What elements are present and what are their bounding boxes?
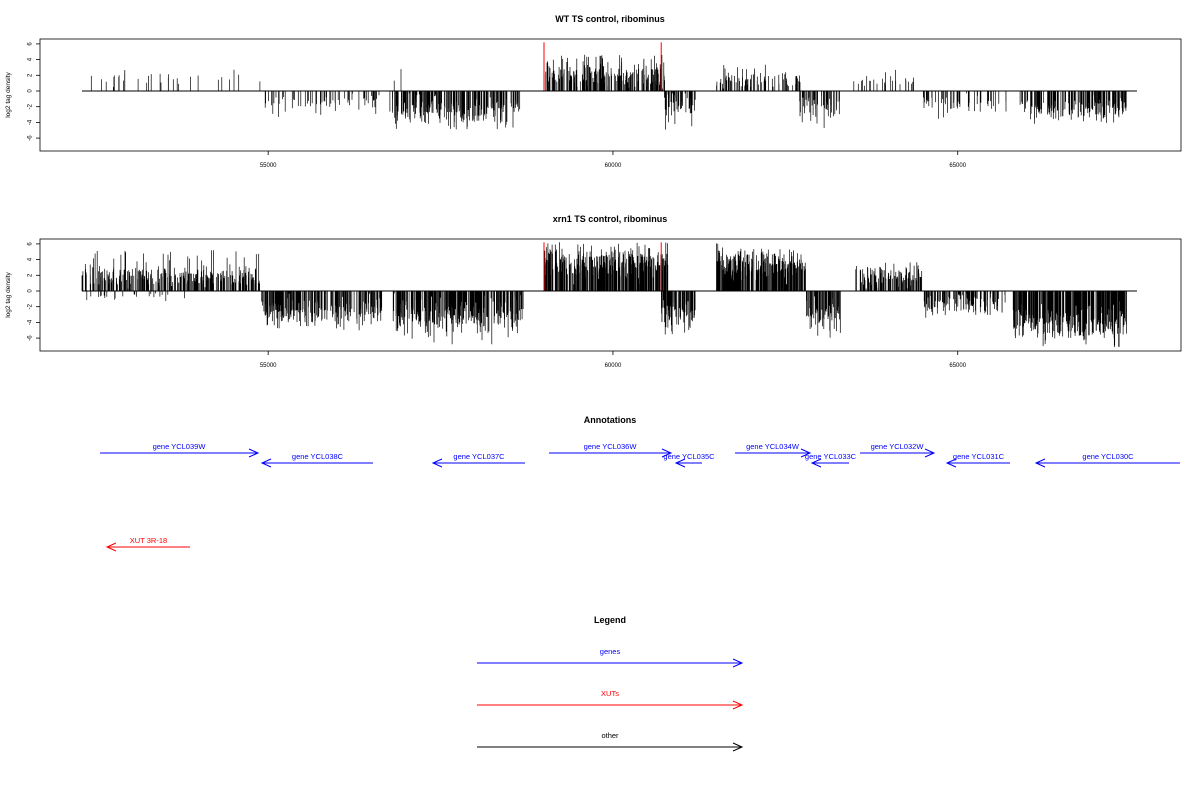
panel-xrn1-x-axis: 55000 60000 65000 bbox=[260, 351, 967, 369]
y-tick-label: 6 bbox=[28, 42, 34, 46]
annotation-arrow: gene YCL033C bbox=[805, 452, 857, 468]
legend-label: XUTs bbox=[601, 689, 619, 698]
annotation-arrow: gene YCL030C bbox=[1034, 452, 1180, 468]
y-tick-label: -6 bbox=[28, 135, 34, 141]
legend-section: Legend genes XUTs other bbox=[477, 615, 744, 752]
annotation-arrow-head bbox=[924, 448, 936, 458]
annotation-label: gene YCL035C bbox=[663, 452, 715, 461]
x-tick-label: 55000 bbox=[260, 163, 277, 169]
y-tick-label: -2 bbox=[28, 303, 34, 309]
annotation-label: gene YCL037C bbox=[453, 452, 505, 461]
panel-wt-bars bbox=[90, 54, 1127, 130]
x-tick-label: 60000 bbox=[605, 363, 622, 369]
x-tick-label: 55000 bbox=[260, 363, 277, 369]
annotation-label: gene YCL038C bbox=[292, 452, 344, 461]
annotation-arrow: gene YCL037C bbox=[431, 452, 525, 468]
density-bars bbox=[90, 54, 1127, 130]
legend-item-head bbox=[732, 742, 744, 752]
y-tick-label: 4 bbox=[28, 257, 34, 261]
annotation-label: gene YCL036W bbox=[584, 442, 638, 451]
panel-wt-title: WT TS control, ribominus bbox=[555, 14, 665, 24]
annotation-arrow: gene YCL038C bbox=[260, 452, 373, 468]
annotation-arrow-head bbox=[945, 458, 957, 468]
annotation-arrow: gene YCL035C bbox=[663, 452, 715, 468]
annotation-label: gene YCL031C bbox=[953, 452, 1005, 461]
annotations-title: Annotations bbox=[584, 415, 637, 425]
panel-xrn1: xrn1 TS control, ribominus log2 tag dens… bbox=[5, 214, 1182, 369]
legend-item-head bbox=[732, 700, 744, 710]
y-tick-label: -6 bbox=[28, 335, 34, 341]
density-bars bbox=[81, 242, 1127, 348]
panel-wt-markers bbox=[543, 42, 662, 91]
x-tick-label: 65000 bbox=[949, 163, 966, 169]
annotation-arrow: gene YCL032W bbox=[860, 442, 936, 458]
panel-wt: WT TS control, ribominus log2 tag densit… bbox=[5, 14, 1182, 169]
annotation-label: gene YCL030C bbox=[1082, 452, 1134, 461]
legend-label: other bbox=[601, 731, 619, 740]
annotation-arrow: gene YCL031C bbox=[945, 452, 1010, 468]
y-tick-label: 0 bbox=[28, 89, 34, 93]
annotation-label: gene YCL039W bbox=[153, 442, 207, 451]
y-tick-label: -4 bbox=[28, 119, 34, 125]
annotation-arrow: gene YCL039W bbox=[100, 442, 260, 458]
y-tick-label: 2 bbox=[28, 73, 34, 77]
legend-items: genes XUTs other bbox=[477, 647, 744, 752]
legend-item: XUTs bbox=[477, 689, 744, 710]
annotation-label: XUT 3R-18 bbox=[130, 536, 167, 545]
legend-item-head bbox=[732, 658, 744, 668]
y-tick-label: 6 bbox=[28, 242, 34, 246]
x-tick-label: 65000 bbox=[949, 363, 966, 369]
panel-xrn1-frame bbox=[39, 238, 1182, 352]
annotation-arrow-head bbox=[810, 458, 822, 468]
annotation-arrow-head bbox=[260, 458, 272, 468]
annotation-arrow-head bbox=[248, 448, 260, 458]
panel-xrn1-y-axis: -6 -4 -2 0 2 4 6 bbox=[28, 242, 40, 341]
y-tick-label: 4 bbox=[28, 57, 34, 61]
annotation-label: gene YCL033C bbox=[805, 452, 857, 461]
annotation-label: gene YCL032W bbox=[871, 442, 925, 451]
panel-xrn1-title: xrn1 TS control, ribominus bbox=[553, 214, 668, 224]
annotation-label: gene YCL034W bbox=[746, 442, 800, 451]
annotation-arrows: gene YCL039W gene YCL038C gene YCL037C gene… bbox=[100, 442, 1180, 552]
annotation-arrow: gene YCL036W bbox=[549, 442, 673, 458]
panel-wt-y-axis: -6 -4 -2 0 2 4 6 bbox=[28, 42, 40, 141]
annotation-arrow-head bbox=[674, 458, 686, 468]
y-tick-label: -4 bbox=[28, 319, 34, 325]
annotation-arrow-head bbox=[1034, 458, 1046, 468]
y-tick-label: -2 bbox=[28, 103, 34, 109]
legend-item: genes bbox=[477, 647, 744, 668]
annotation-arrow: gene YCL034W bbox=[735, 442, 812, 458]
panel-wt-x-axis: 55000 60000 65000 bbox=[260, 151, 967, 169]
panel-wt-frame bbox=[39, 38, 1182, 152]
annotation-arrow-head bbox=[800, 448, 812, 458]
legend-item: other bbox=[477, 731, 744, 752]
legend-title: Legend bbox=[594, 615, 626, 625]
y-tick-label: 2 bbox=[28, 273, 34, 277]
annotation-arrow-head bbox=[661, 448, 673, 458]
legend-label: genes bbox=[600, 647, 621, 656]
panel-xrn1-ylabel: log2 tag density bbox=[5, 271, 12, 317]
annotation-arrow-head bbox=[431, 458, 443, 468]
panel-xrn1-bars bbox=[81, 242, 1127, 348]
y-tick-label: 0 bbox=[28, 289, 34, 293]
x-tick-label: 60000 bbox=[605, 163, 622, 169]
panel-wt-ylabel: log2 tag density bbox=[5, 71, 12, 117]
annotation-arrow: XUT 3R-18 bbox=[105, 536, 190, 552]
panel-xrn1-markers bbox=[543, 242, 662, 291]
annotation-arrow-head bbox=[105, 542, 117, 552]
